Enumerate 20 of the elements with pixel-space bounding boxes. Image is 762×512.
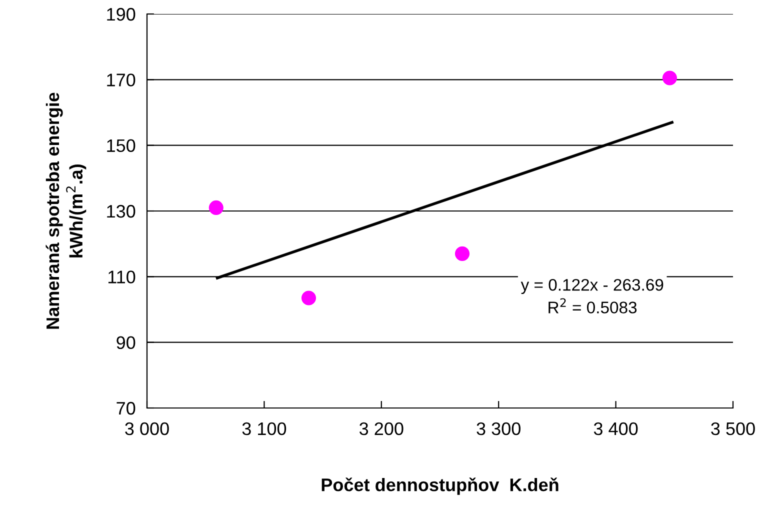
y-tick-label: 190 [107, 8, 136, 21]
y-axis-title: Nameraná spotreba energie kWh/(m$^{2}$.a) [46, 92, 86, 329]
x-tick-label: 3 000 [125, 422, 169, 436]
x-axis-title: Počet dennostupňov K.deň [322, 478, 558, 495]
y-tick-label: 130 [107, 204, 136, 218]
y-tick-label: 70 [116, 402, 136, 415]
x-tick-label: 3 100 [242, 422, 286, 436]
y-tick-label: 110 [108, 270, 136, 284]
annotation: y = 0.122x - 263.69 R$^{2}$ = 0.5083 [520, 278, 664, 314]
y-tick-label: 150 [107, 139, 136, 152]
x-tick-label: 3 200 [360, 422, 404, 436]
point [301, 290, 316, 306]
point [662, 70, 677, 86]
x-tick-label: 3 500 [711, 422, 755, 436]
y-tick-label: 90 [116, 336, 136, 350]
x-tick-label: 3 400 [594, 422, 638, 436]
x-tick-label: 3 300 [476, 422, 520, 436]
point [208, 200, 224, 215]
point [454, 246, 470, 261]
y-tick-label: 170 [107, 74, 136, 86]
